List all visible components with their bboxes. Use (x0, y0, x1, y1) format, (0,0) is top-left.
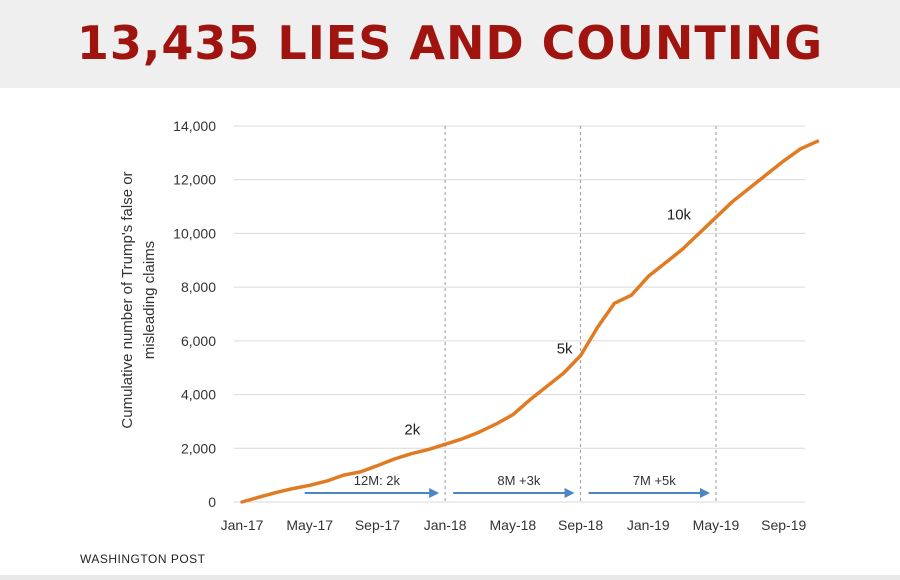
y-axis-label-line: misleading claims (141, 241, 158, 359)
y-tick-label: 8,000 (181, 279, 216, 295)
x-tick-label: May-19 (693, 517, 740, 533)
x-tick-label: Sep-17 (355, 517, 400, 533)
y-tick-label: 2,000 (181, 440, 216, 456)
x-tick-label: Sep-18 (558, 517, 603, 533)
y-tick-label: 0 (208, 494, 216, 510)
y-tick-label: 6,000 (181, 333, 216, 349)
series-line (240, 139, 820, 504)
x-tick-label: Sep-19 (761, 517, 806, 533)
arrow-head (429, 488, 440, 498)
header-band (0, 0, 900, 88)
y-axis-ticks: 0 2,000 4,000 6,000 8,000 10,000 12,000 14,000 (173, 118, 216, 510)
milestone-label: 2k (404, 421, 420, 438)
arrow-head (564, 488, 575, 498)
headline: 13,435 LIES AND COUNTING (76, 16, 824, 70)
arrow-label: 12M: 2k (354, 473, 401, 488)
arrow-label: 7M +5k (633, 473, 676, 488)
x-tick-label: Jan-18 (424, 517, 467, 533)
y-tick-label: 10,000 (173, 225, 216, 241)
milestone-label: 10k (667, 206, 692, 223)
x-axis-ticks: Jan-17 May-17 Sep-17 Jan-18 May-18 Sep-18 Jan-… (221, 517, 807, 533)
annotations: 2k 5k 10k (404, 206, 691, 438)
x-tick-label: May-18 (490, 517, 537, 533)
source-credit: WASHINGTON POST (80, 552, 206, 566)
y-tick-label: 4,000 (181, 387, 216, 403)
y-axis-label: Cumulative number of Trump's false or mis… (119, 171, 158, 428)
arrow-label: 8M +3k (497, 473, 540, 488)
y-tick-label: 12,000 (173, 172, 216, 188)
x-tick-label: May-17 (286, 517, 333, 533)
x-tick-label: Jan-19 (627, 517, 670, 533)
y-tick-label: 14,000 (173, 118, 216, 134)
x-tick-label: Jan-17 (221, 517, 264, 533)
gridlines (234, 125, 805, 503)
bottom-divider (0, 575, 900, 580)
period-arrows: 12M: 2k 8M +3k 7M +5k (304, 473, 710, 498)
period-dividers (444, 126, 717, 504)
series (240, 139, 820, 504)
arrow-head (700, 488, 710, 498)
milestone-label: 5k (557, 341, 573, 358)
y-axis-label-line: Cumulative number of Trump's false or (119, 171, 136, 428)
